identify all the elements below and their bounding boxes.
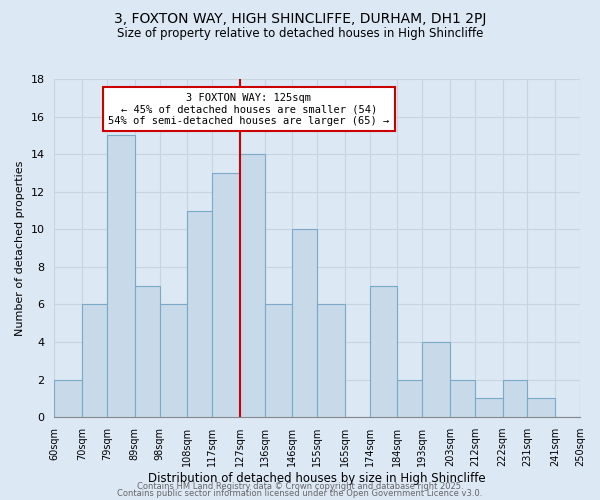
Bar (107, 136, 134, 417)
Bar (580, 380, 600, 417)
Bar (317, 304, 345, 417)
Bar (55, 380, 82, 417)
Bar (503, 380, 527, 417)
Bar (370, 286, 397, 417)
Bar (212, 173, 240, 417)
Bar (265, 304, 292, 417)
Text: 3, FOXTON WAY, HIGH SHINCLIFFE, DURHAM, DH1 2PJ: 3, FOXTON WAY, HIGH SHINCLIFFE, DURHAM, … (114, 12, 486, 26)
Bar (422, 342, 450, 417)
Bar (187, 210, 212, 417)
Bar (292, 230, 317, 417)
Bar (240, 154, 265, 417)
Text: 3 FOXTON WAY: 125sqm
← 45% of detached houses are smaller (54)
54% of semi-detac: 3 FOXTON WAY: 125sqm ← 45% of detached h… (108, 92, 389, 126)
Y-axis label: Number of detached properties: Number of detached properties (15, 160, 25, 336)
Bar (475, 398, 503, 417)
Bar (450, 380, 475, 417)
Text: Size of property relative to detached houses in High Shincliffe: Size of property relative to detached ho… (117, 28, 483, 40)
Text: Contains HM Land Registry data © Crown copyright and database right 2025.: Contains HM Land Registry data © Crown c… (137, 482, 463, 491)
Bar (134, 286, 160, 417)
Text: Contains public sector information licensed under the Open Government Licence v3: Contains public sector information licen… (118, 490, 482, 498)
Bar (160, 304, 187, 417)
X-axis label: Distribution of detached houses by size in High Shincliffe: Distribution of detached houses by size … (148, 472, 486, 485)
Bar (397, 380, 422, 417)
Bar (527, 398, 555, 417)
Bar (82, 304, 107, 417)
